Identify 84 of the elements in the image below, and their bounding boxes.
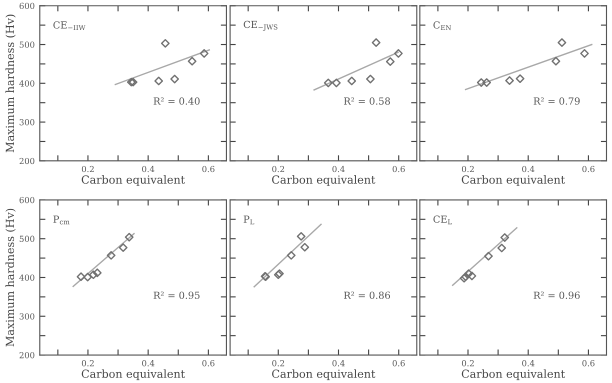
- x-tick-label: 0.2: [82, 166, 94, 172]
- point: [170, 74, 180, 84]
- x-tick-label: 0.2: [272, 166, 284, 172]
- y-tick-label: 500: [20, 236, 34, 242]
- annotation: C$_{EN}$: [433, 21, 452, 30]
- point: [386, 57, 395, 66]
- x-axis-title: Carbon equivalent: [272, 175, 376, 186]
- point: [324, 78, 333, 88]
- annotation: CE$_{−IIW}$: [53, 21, 86, 30]
- point: [482, 78, 492, 87]
- annotation: R² = 0.86: [344, 292, 390, 299]
- y-tick-label: 600: [20, 2, 34, 10]
- x-tick-label: 0.6: [392, 166, 405, 172]
- x-axis-title: Carbon equivalent: [82, 369, 186, 380]
- point: [83, 272, 92, 282]
- x-tick-label: 0.6: [202, 166, 214, 172]
- annotation: R² = 0.79: [534, 97, 580, 105]
- point: [126, 78, 136, 87]
- point: [154, 76, 164, 86]
- point: [106, 251, 116, 260]
- y-tick-label: 200: [20, 158, 34, 164]
- y-axis-title: Maximum hardness (Hv): [5, 14, 16, 152]
- point: [500, 233, 510, 242]
- x-tick-label: 0.4: [332, 166, 345, 172]
- x-tick-label: 0.6: [202, 360, 214, 366]
- point: [160, 38, 170, 48]
- point: [300, 242, 310, 252]
- annotation: CE$_{−JWS}$: [244, 20, 278, 31]
- point: [347, 76, 356, 86]
- annotation: R² = 0.96: [534, 292, 580, 299]
- x-axis-title: Carbon equivalent: [462, 175, 566, 186]
- point: [468, 272, 476, 280]
- x-tick-label: 0.4: [142, 360, 154, 366]
- x-tick-label: 0.2: [272, 360, 284, 366]
- point: [200, 49, 209, 58]
- y-tick-label: 300: [20, 313, 34, 320]
- y-tick-label: 500: [20, 42, 34, 48]
- point: [552, 56, 560, 66]
- y-tick-label: 400: [19, 80, 34, 87]
- y-tick-label: 300: [20, 119, 34, 126]
- x-tick-label: 0.4: [522, 166, 534, 172]
- point: [128, 78, 138, 87]
- y-tick-label: 400: [19, 274, 34, 281]
- point: [558, 38, 566, 47]
- point: [296, 232, 306, 241]
- y-tick-label: 600: [20, 196, 34, 204]
- x-tick-label: 0.2: [462, 166, 474, 172]
- point: [76, 272, 86, 282]
- annotation: P$_{cm}$: [53, 216, 70, 224]
- point: [505, 76, 514, 85]
- annotation: R² = 0.40: [154, 97, 200, 105]
- annotation: CE$_{L}$: [433, 215, 452, 224]
- point: [580, 49, 589, 58]
- x-tick-label: 0.4: [522, 360, 534, 366]
- point: [124, 232, 134, 242]
- annotation: R² = 0.95: [154, 292, 200, 299]
- point: [366, 74, 375, 84]
- x-tick-label: 0.6: [392, 360, 405, 366]
- x-tick-label: 0.4: [142, 166, 154, 172]
- point: [286, 251, 296, 260]
- point: [394, 49, 403, 58]
- x-axis-title: Carbon equivalent: [82, 175, 186, 186]
- x-tick-label: 0.2: [462, 360, 474, 366]
- point: [89, 270, 98, 280]
- x-axis-title: Carbon equivalent: [462, 369, 566, 380]
- point: [372, 38, 380, 47]
- point: [188, 56, 196, 66]
- point: [476, 78, 486, 87]
- point: [464, 269, 473, 278]
- y-tick-label: 200: [20, 352, 34, 358]
- x-tick-label: 0.6: [582, 360, 595, 366]
- annotation: R² = 0.58: [344, 97, 390, 105]
- x-axis-title: Carbon equivalent: [272, 369, 376, 380]
- y-axis-title: Maximum hardness (Hv): [5, 208, 16, 346]
- point: [92, 268, 102, 278]
- point: [118, 243, 128, 252]
- point: [484, 252, 493, 261]
- point: [516, 74, 524, 84]
- point: [497, 244, 506, 252]
- annotation: P$_{L}$: [244, 216, 254, 224]
- point: [332, 78, 341, 88]
- x-tick-label: 0.6: [582, 166, 595, 172]
- x-tick-label: 0.4: [332, 360, 345, 366]
- x-tick-label: 0.2: [82, 360, 94, 366]
